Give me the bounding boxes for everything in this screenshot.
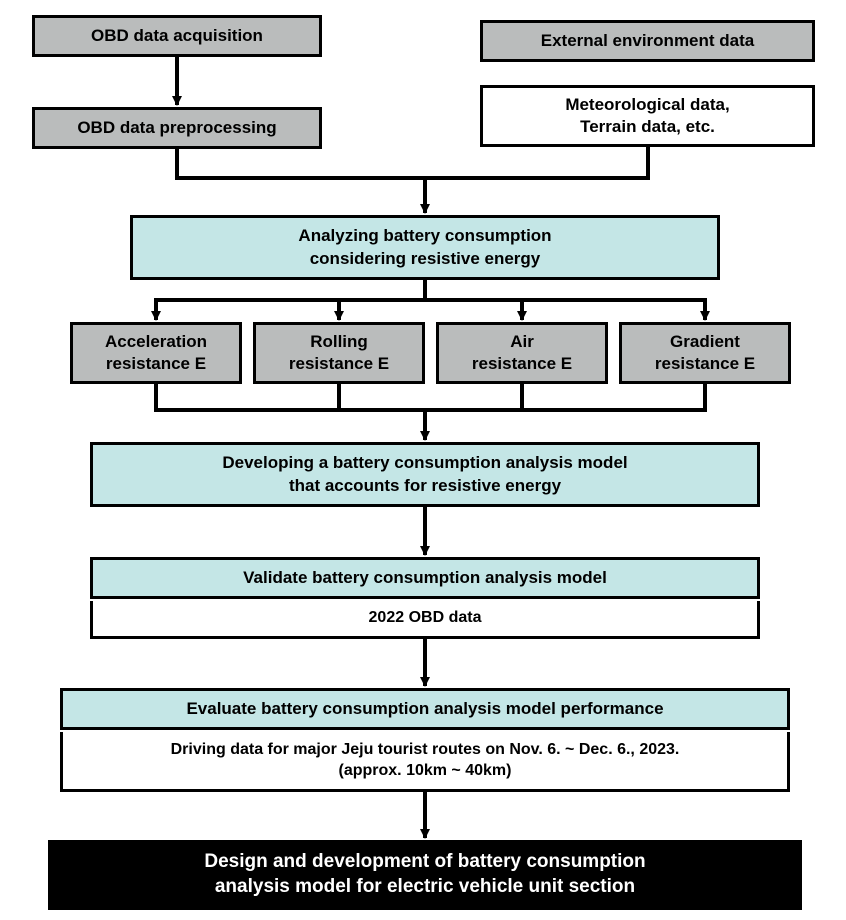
node-analyze: Analyzing battery consumption considerin… bbox=[130, 215, 720, 280]
node-label: Developing a battery consumption analysi… bbox=[222, 452, 627, 496]
node-evaluate-detail: Driving data for major Jeju tourist rout… bbox=[60, 732, 790, 792]
node-rolling-resistance: Rolling resistance E bbox=[253, 322, 425, 384]
node-label: Acceleration resistance E bbox=[105, 331, 207, 375]
node-obd-acquisition: OBD data acquisition bbox=[32, 15, 322, 57]
node-label: Design and development of battery consum… bbox=[204, 850, 645, 899]
node-label: Meteorological data, Terrain data, etc. bbox=[565, 94, 729, 138]
node-label: Air resistance E bbox=[472, 331, 572, 375]
node-external-detail: Meteorological data, Terrain data, etc. bbox=[480, 85, 815, 147]
node-validate-model: Validate battery consumption analysis mo… bbox=[90, 557, 760, 599]
node-label: External environment data bbox=[541, 30, 755, 52]
node-external-environment: External environment data bbox=[480, 20, 815, 62]
node-final: Design and development of battery consum… bbox=[48, 840, 802, 910]
node-evaluate-model: Evaluate battery consumption analysis mo… bbox=[60, 688, 790, 730]
node-label: OBD data acquisition bbox=[91, 25, 263, 47]
node-label: OBD data preprocessing bbox=[77, 117, 276, 139]
node-gradient-resistance: Gradient resistance E bbox=[619, 322, 791, 384]
node-label: Driving data for major Jeju tourist rout… bbox=[171, 740, 680, 782]
node-validate-detail: 2022 OBD data bbox=[90, 601, 760, 639]
node-obd-preprocessing: OBD data preprocessing bbox=[32, 107, 322, 149]
node-label: Evaluate battery consumption analysis mo… bbox=[186, 698, 663, 720]
node-label: Analyzing battery consumption considerin… bbox=[298, 225, 551, 269]
node-label: Validate battery consumption analysis mo… bbox=[243, 567, 607, 589]
node-acceleration-resistance: Acceleration resistance E bbox=[70, 322, 242, 384]
node-label: Gradient resistance E bbox=[655, 331, 755, 375]
node-label: Rolling resistance E bbox=[289, 331, 389, 375]
node-air-resistance: Air resistance E bbox=[436, 322, 608, 384]
node-develop-model: Developing a battery consumption analysi… bbox=[90, 442, 760, 507]
node-label: 2022 OBD data bbox=[369, 608, 482, 629]
